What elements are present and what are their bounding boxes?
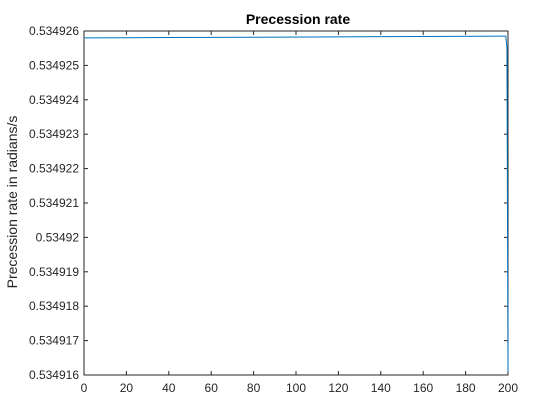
x-tick-label: 200	[498, 381, 518, 395]
y-tick-label: 0.534923	[29, 127, 79, 141]
x-tick-label: 100	[286, 381, 306, 395]
plot-area: 0 20 40 60 80 100 120 140 160 180 200 0.534916 0.534…	[29, 24, 518, 395]
x-tick-label: 180	[456, 381, 476, 395]
x-tick-label: 0	[81, 381, 88, 395]
y-tick-label: 0.534916	[29, 368, 79, 382]
x-tick-label: 40	[162, 381, 176, 395]
x-tick-label: 20	[120, 381, 134, 395]
y-tick-label: 0.534924	[29, 93, 79, 107]
x-tick-label: 140	[371, 381, 391, 395]
y-tick-label: 0.534922	[29, 162, 79, 176]
y-tick-label: 0.534925	[29, 58, 79, 72]
y-tick-label: 0.534921	[29, 196, 79, 210]
y-axis-label: Precession rate in radians/s	[4, 116, 20, 289]
y-tick-label: 0.534926	[29, 24, 79, 38]
x-tick-label: 60	[205, 381, 219, 395]
x-tick-label: 120	[328, 381, 348, 395]
series-line-0	[83, 35, 509, 372]
x-tick-label: 160	[413, 381, 433, 395]
y-tick-label: 0.534918	[29, 299, 79, 313]
y-tick-label: 0.53492	[36, 230, 80, 244]
chart-title: Precession rate	[246, 11, 350, 27]
axes-box	[83, 30, 509, 376]
y-tick-label: 0.534917	[29, 334, 79, 348]
x-tick-label: 80	[247, 381, 261, 395]
y-tick-label: 0.534919	[29, 265, 79, 279]
